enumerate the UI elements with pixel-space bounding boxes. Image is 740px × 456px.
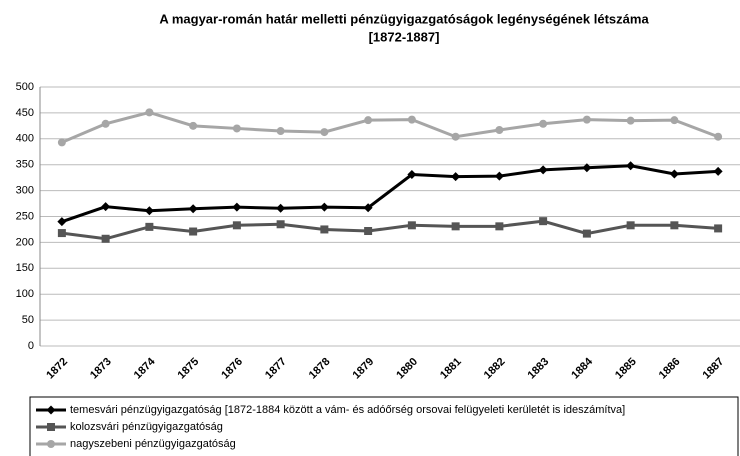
point (232, 221, 241, 230)
point (232, 124, 241, 133)
x-tick-label: 1882 (482, 356, 508, 382)
y-tick-label: 100 (16, 288, 34, 300)
point (582, 115, 591, 124)
x-tick-label: 1881 (438, 356, 464, 382)
legend-label: nagyszebeni pénzügyigazgatóság (70, 438, 236, 450)
legend-label: temesvári pénzügyigazgatóság [1872-1884 … (70, 404, 625, 416)
point (320, 128, 329, 137)
x-tick-label: 1876 (219, 356, 245, 382)
legend-marker (47, 440, 55, 448)
point (626, 161, 636, 171)
point (582, 229, 591, 238)
point (626, 221, 635, 230)
y-tick-label: 0 (28, 340, 34, 352)
legend-label: kolozsvári pénzügyigazgatóság (70, 421, 223, 433)
chart-title: A magyar-román határ melletti pénzügyiga… (159, 11, 649, 26)
legend-marker (46, 405, 56, 415)
y-tick-label: 50 (22, 314, 34, 326)
point (626, 116, 635, 125)
point (538, 165, 548, 175)
x-tick-label: 1884 (569, 355, 595, 381)
point (407, 221, 416, 230)
x-tick-label: 1885 (613, 356, 639, 382)
legend-marker (47, 423, 55, 431)
x-tick-label: 1880 (394, 356, 420, 382)
point (144, 206, 154, 216)
y-tick-label: 350 (16, 159, 34, 171)
point (276, 203, 286, 213)
point (188, 204, 198, 214)
x-tick-label: 1874 (132, 355, 158, 381)
point (714, 132, 723, 141)
point (57, 217, 67, 227)
chart-title: [1872-1887] (369, 29, 440, 44)
point (582, 163, 592, 173)
y-tick-label: 250 (16, 210, 34, 222)
point (364, 116, 373, 125)
point (276, 220, 285, 229)
point (451, 172, 461, 182)
x-tick-label: 1883 (526, 356, 552, 382)
point (319, 202, 329, 212)
point (276, 127, 285, 136)
point (101, 234, 110, 243)
point (407, 115, 416, 124)
point (539, 119, 548, 128)
x-tick-label: 1887 (701, 356, 727, 382)
series-line (61, 164, 719, 224)
series-line (61, 219, 719, 241)
point (494, 171, 504, 181)
x-tick-label: 1886 (657, 356, 683, 382)
point (189, 121, 198, 130)
y-tick-label: 400 (16, 133, 34, 145)
point (407, 170, 417, 180)
point (57, 138, 66, 147)
point (714, 224, 723, 233)
point (451, 222, 460, 231)
x-tick-label: 1879 (351, 356, 377, 382)
point (364, 227, 373, 236)
point (189, 227, 198, 236)
point (495, 222, 504, 231)
point (495, 125, 504, 134)
point (232, 202, 242, 212)
point (145, 108, 154, 117)
x-tick-label: 1873 (88, 356, 114, 382)
y-tick-label: 150 (16, 262, 34, 274)
point (539, 217, 548, 226)
point (145, 222, 154, 231)
point (320, 225, 329, 234)
y-tick-label: 450 (16, 107, 34, 119)
x-tick-label: 1872 (44, 356, 70, 382)
point (669, 169, 679, 179)
point (363, 203, 373, 213)
y-tick-label: 300 (16, 185, 34, 197)
x-tick-label: 1878 (307, 356, 333, 382)
point (101, 202, 111, 212)
x-tick-label: 1875 (176, 356, 202, 382)
series-line (61, 110, 719, 144)
x-tick-label: 1877 (263, 356, 289, 382)
point (713, 166, 723, 176)
y-tick-label: 500 (16, 81, 34, 93)
point (57, 229, 66, 238)
point (101, 119, 110, 128)
point (451, 132, 460, 141)
point (670, 221, 679, 230)
y-tick-label: 200 (16, 236, 34, 248)
point (670, 116, 679, 125)
legend-box (29, 396, 739, 456)
